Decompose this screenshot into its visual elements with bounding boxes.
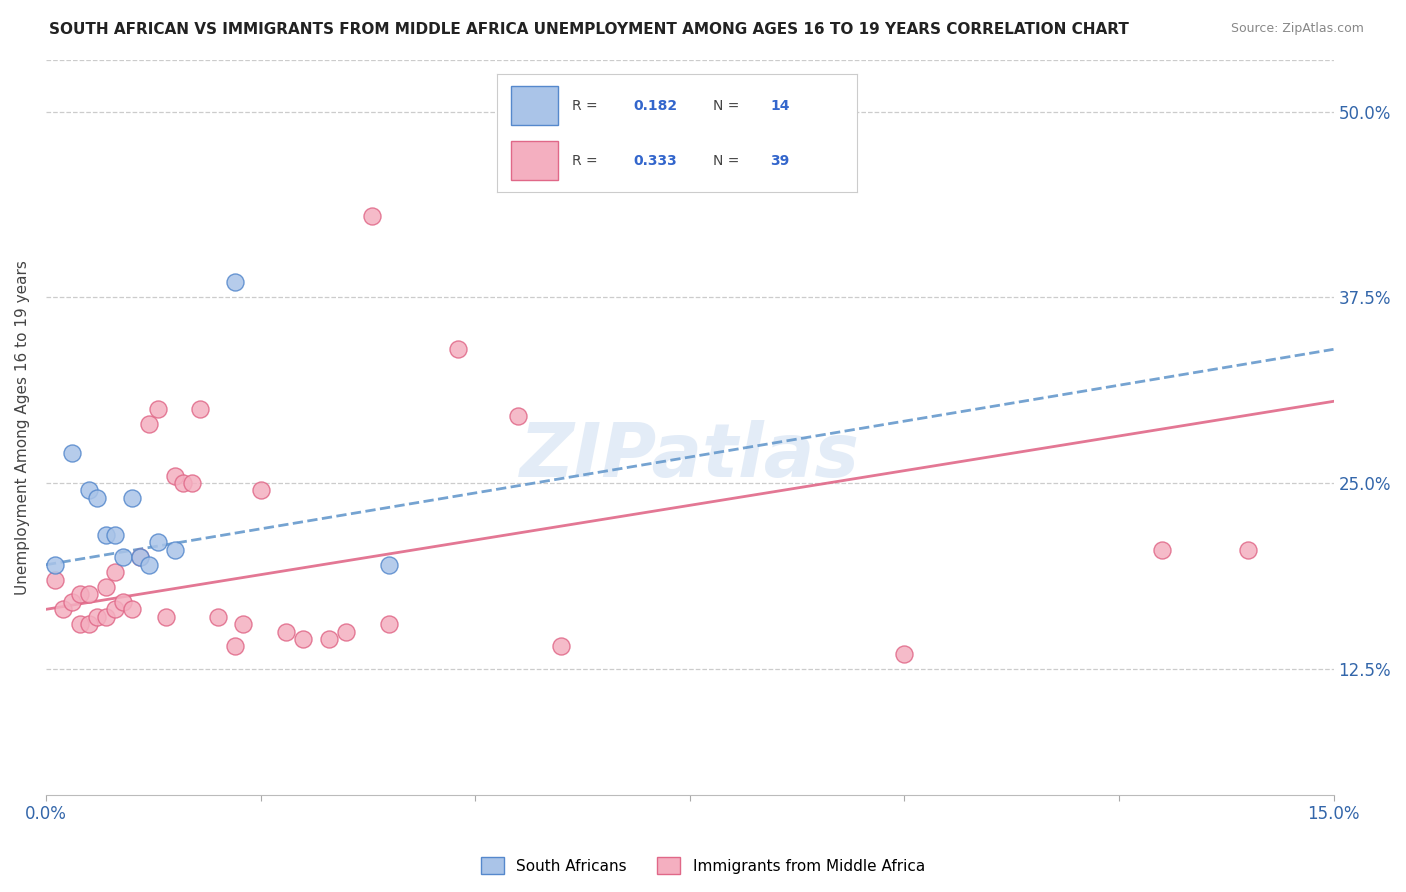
Point <box>224 276 246 290</box>
Point <box>94 609 117 624</box>
Point <box>318 632 340 646</box>
Point <box>138 417 160 431</box>
Point <box>893 647 915 661</box>
Point <box>121 602 143 616</box>
Point <box>721 164 744 178</box>
Point <box>447 343 470 357</box>
Point <box>232 617 254 632</box>
Point <box>69 587 91 601</box>
Point <box>190 401 212 416</box>
Text: ZIPatlas: ZIPatlas <box>520 420 859 493</box>
Point <box>77 617 100 632</box>
Point <box>224 640 246 654</box>
Point <box>77 587 100 601</box>
Point <box>104 528 127 542</box>
Point <box>94 528 117 542</box>
Point <box>550 640 572 654</box>
Point <box>163 468 186 483</box>
Point <box>207 609 229 624</box>
Point <box>180 476 202 491</box>
Point <box>146 535 169 549</box>
Point <box>69 617 91 632</box>
Point <box>60 595 83 609</box>
Point <box>276 624 298 639</box>
Point <box>155 609 177 624</box>
Point <box>335 624 357 639</box>
Point <box>60 446 83 460</box>
Point <box>506 409 529 424</box>
Point <box>104 602 127 616</box>
Point <box>112 550 135 565</box>
Point <box>112 595 135 609</box>
Point <box>104 565 127 579</box>
Point <box>361 209 384 223</box>
Point <box>1150 542 1173 557</box>
Point <box>378 558 401 572</box>
Text: SOUTH AFRICAN VS IMMIGRANTS FROM MIDDLE AFRICA UNEMPLOYMENT AMONG AGES 16 TO 19 : SOUTH AFRICAN VS IMMIGRANTS FROM MIDDLE … <box>49 22 1129 37</box>
Point <box>292 632 315 646</box>
Point <box>52 602 75 616</box>
Y-axis label: Unemployment Among Ages 16 to 19 years: Unemployment Among Ages 16 to 19 years <box>15 260 30 595</box>
Point <box>77 483 100 498</box>
Legend: South Africans, Immigrants from Middle Africa: South Africans, Immigrants from Middle A… <box>475 851 931 880</box>
Point <box>138 558 160 572</box>
Point <box>146 401 169 416</box>
Point <box>94 580 117 594</box>
Point <box>44 573 66 587</box>
Point <box>86 609 108 624</box>
Point <box>44 558 66 572</box>
Point <box>86 491 108 505</box>
Point <box>121 491 143 505</box>
Text: Source: ZipAtlas.com: Source: ZipAtlas.com <box>1230 22 1364 36</box>
Point <box>163 542 186 557</box>
Point <box>129 550 152 565</box>
Point <box>378 617 401 632</box>
Point <box>1236 542 1258 557</box>
Point <box>172 476 194 491</box>
Point <box>249 483 271 498</box>
Point <box>129 550 152 565</box>
